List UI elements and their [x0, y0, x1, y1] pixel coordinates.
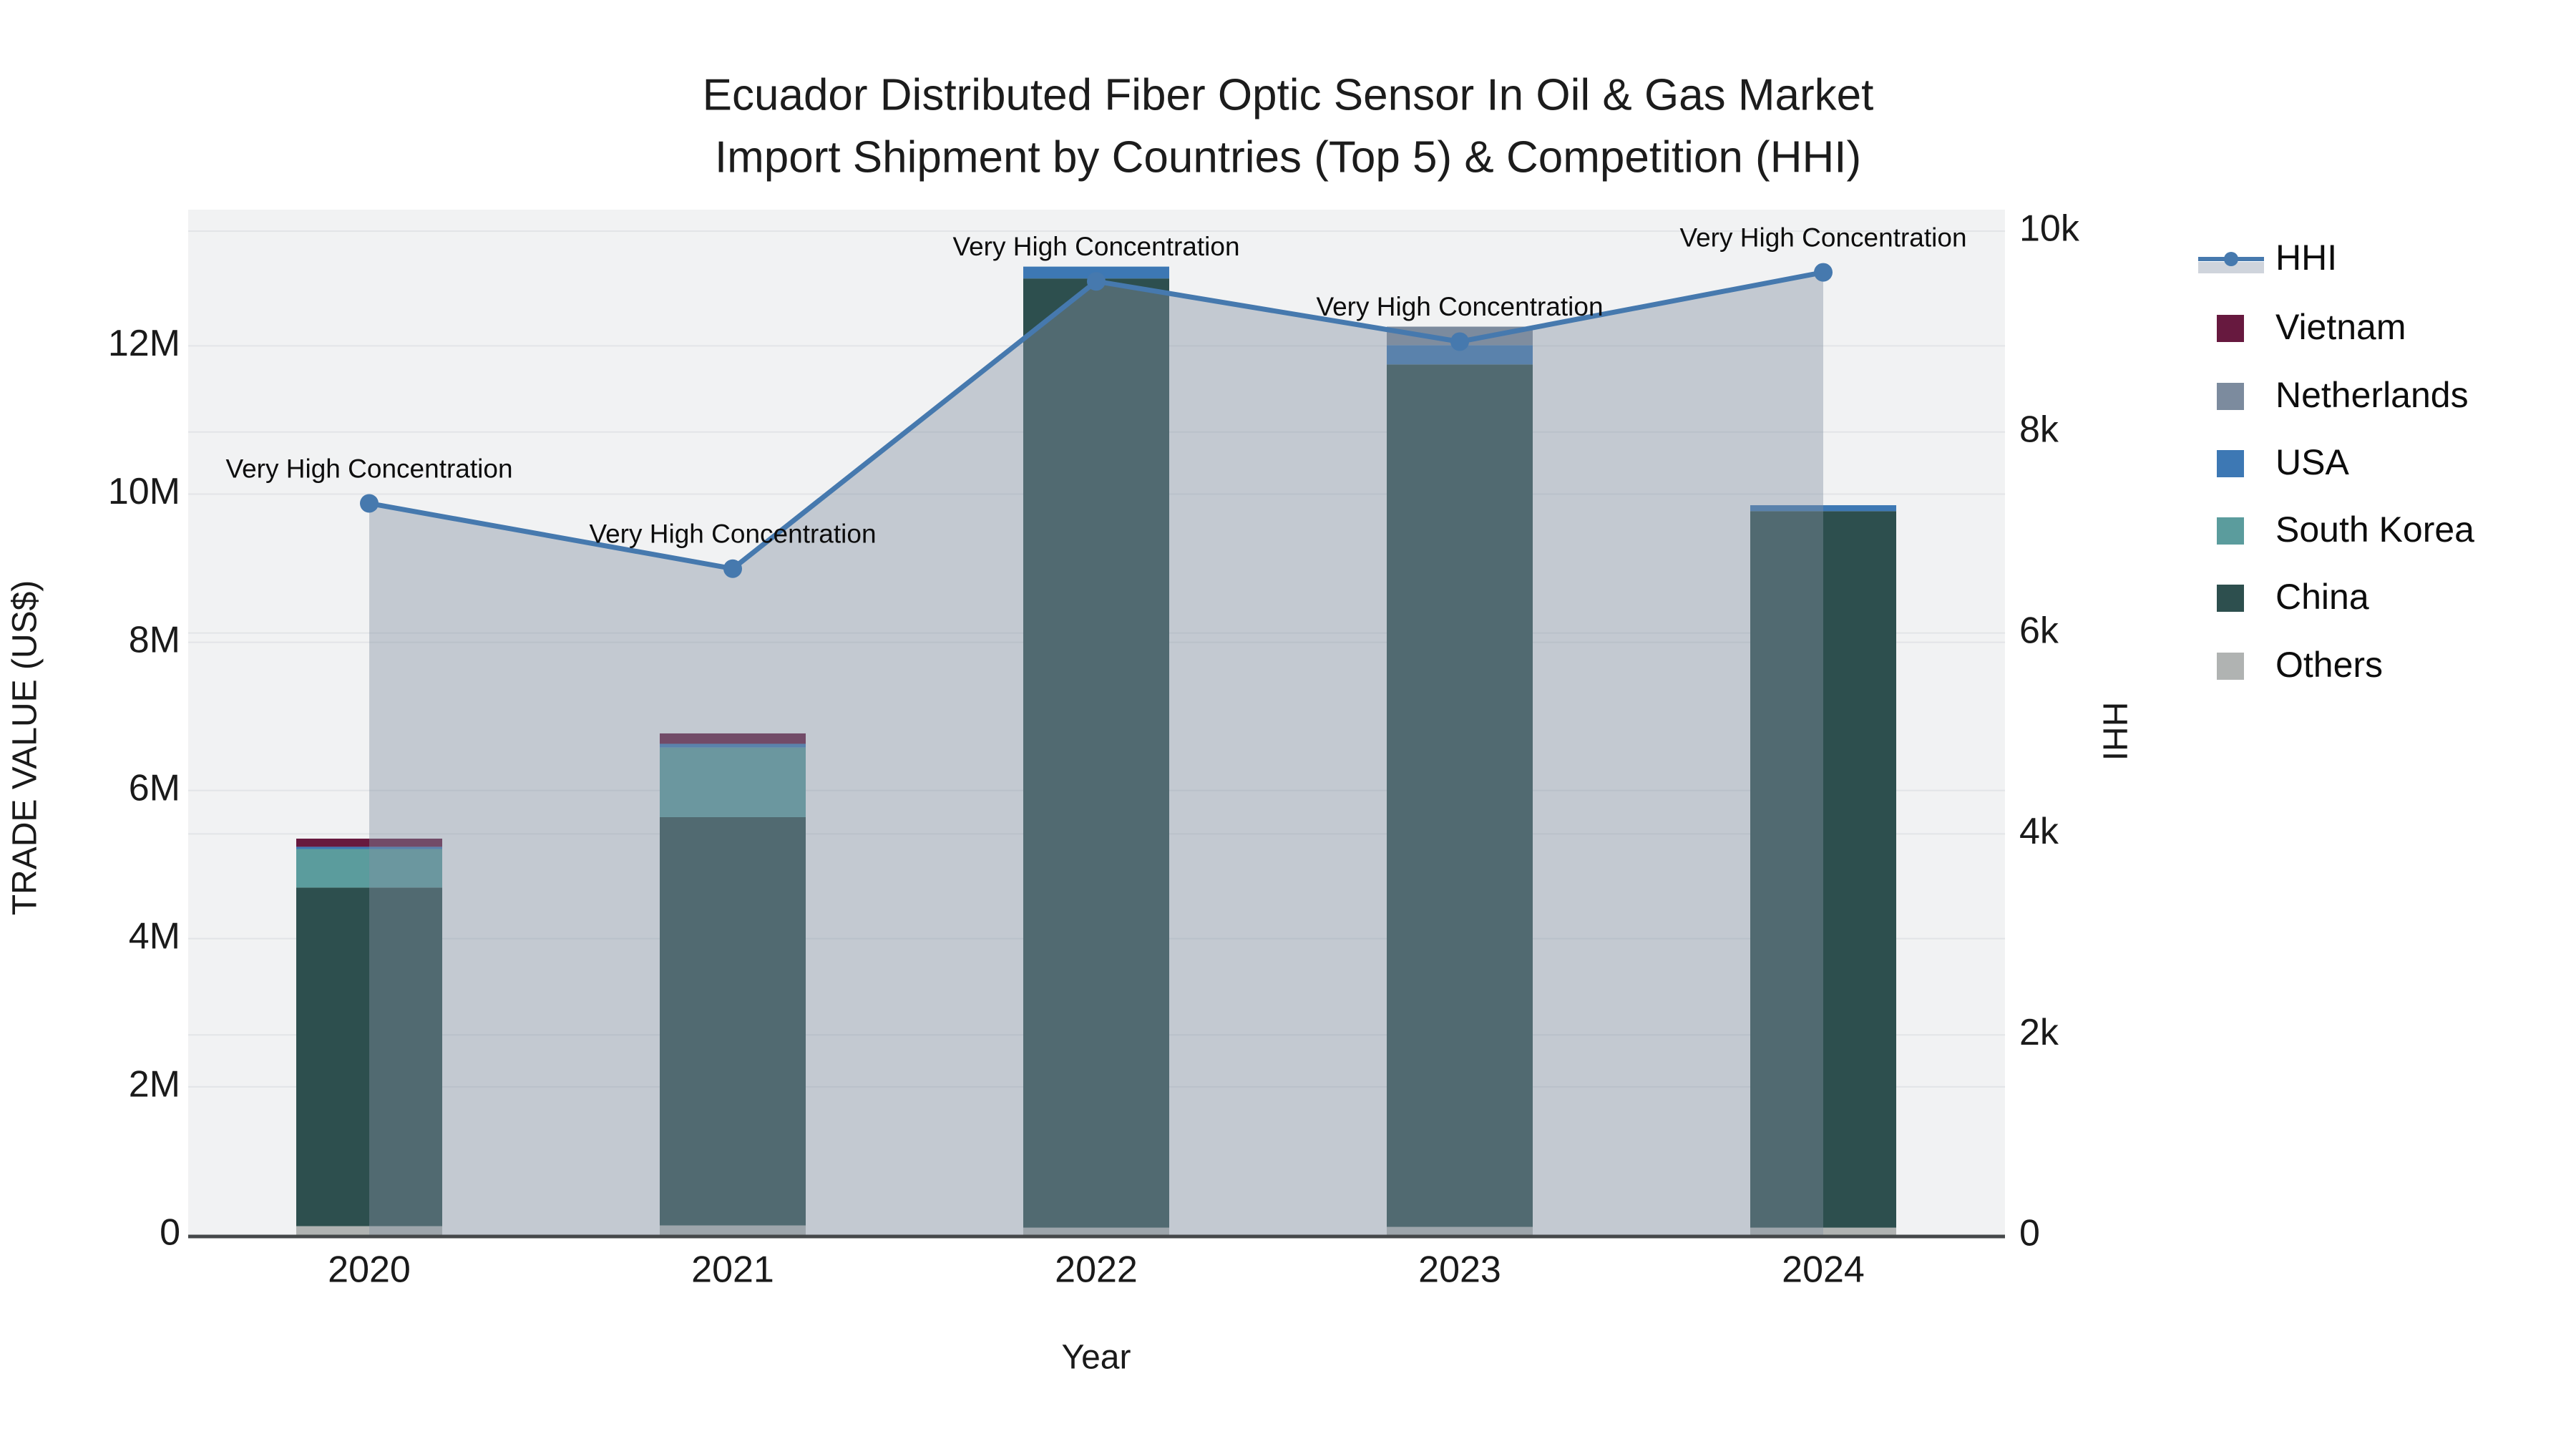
bar-segment-china-2024[interactable]	[1750, 511, 1896, 1228]
hhi-area-fill-group	[369, 272, 1823, 1236]
legend: HHI Vietnam Netherlands USA South Korea China…	[2198, 238, 2474, 685]
legend-label: Netherlands	[2275, 375, 2469, 415]
annotations-group: Very High Concentration Very High Concent…	[225, 223, 1966, 548]
legend-swatch-icon	[2217, 585, 2244, 612]
bar-segment-vietnam-2021[interactable]	[660, 733, 806, 744]
x-axis-ticks: 2020 2021 2022 2023 2024	[328, 1249, 1865, 1291]
x-tick-2021: 2021	[691, 1249, 774, 1291]
bar-segment-vietnam-2020[interactable]	[296, 839, 442, 847]
bar-segment-usa-2021[interactable]	[660, 743, 806, 748]
legend-hhi-marker-icon	[2224, 252, 2238, 266]
x-tick-2020: 2020	[328, 1249, 411, 1291]
bar-segment-south-korea-2020[interactable]	[296, 849, 442, 888]
legend-item-netherlands[interactable]: Netherlands	[2217, 375, 2469, 415]
bar-segment-others-2022[interactable]	[1023, 1227, 1169, 1235]
legend-item-vietnam[interactable]: Vietnam	[2217, 307, 2406, 347]
legend-hhi-area-swatch	[2198, 262, 2264, 273]
legend-label: HHI	[2275, 238, 2337, 278]
bar-segment-china-2021[interactable]	[660, 816, 806, 1226]
left-tick-10M: 10M	[108, 471, 180, 512]
left-tick-8M: 8M	[129, 619, 180, 660]
legend-swatch-icon	[2217, 315, 2244, 342]
hhi-marker-2023[interactable]	[1450, 332, 1469, 351]
right-tick-0: 0	[2019, 1213, 2040, 1254]
chart-title-line1: Ecuador Distributed Fiber Optic Sensor I…	[703, 70, 1874, 119]
hhi-marker-2024[interactable]	[1814, 263, 1833, 282]
bar-segment-usa-2020[interactable]	[296, 847, 442, 849]
annotation-2022: Very High Concentration	[952, 232, 1239, 261]
left-tick-0: 0	[160, 1212, 180, 1254]
legend-label: China	[2275, 577, 2369, 617]
legend-label: USA	[2275, 442, 2349, 482]
legend-item-hhi[interactable]: HHI	[2198, 238, 2337, 278]
x-tick-2024: 2024	[1782, 1249, 1865, 1291]
left-axis-ticks: 0 2M 4M 6M 8M 10M 12M	[108, 323, 180, 1254]
x-axis-title: Year	[1062, 1339, 1131, 1377]
annotation-2020: Very High Concentration	[225, 454, 512, 483]
right-tick-4k: 4k	[2019, 811, 2059, 852]
bar-segment-others-2020[interactable]	[296, 1226, 442, 1235]
bar-series-group	[296, 266, 1896, 1235]
bar-segment-china-2023[interactable]	[1387, 364, 1533, 1227]
annotation-2021: Very High Concentration	[589, 519, 876, 549]
legend-label: Others	[2275, 645, 2383, 685]
annotation-2023: Very High Concentration	[1316, 292, 1603, 321]
hhi-line-group	[360, 263, 1833, 578]
legend-item-others[interactable]: Others	[2217, 645, 2383, 685]
left-tick-4M: 4M	[129, 916, 180, 957]
right-axis-ticks: 0 2k 4k 6k 8k 10k	[2019, 208, 2080, 1254]
right-tick-8k: 8k	[2019, 409, 2059, 451]
legend-swatch-icon	[2217, 450, 2244, 477]
hhi-area-fill	[369, 272, 1823, 1236]
bar-segment-others-2023[interactable]	[1387, 1226, 1533, 1235]
legend-item-china[interactable]: China	[2217, 577, 2369, 617]
right-axis-title: HHI	[2095, 702, 2133, 761]
hhi-marker-2021[interactable]	[723, 559, 742, 578]
annotation-2024: Very High Concentration	[1679, 223, 1966, 252]
x-tick-2023: 2023	[1418, 1249, 1501, 1291]
bar-segment-usa-2024[interactable]	[1750, 505, 1896, 512]
legend-item-south-korea[interactable]: South Korea	[2217, 509, 2474, 550]
bar-segment-china-2022[interactable]	[1023, 278, 1169, 1228]
right-tick-2k: 2k	[2019, 1012, 2059, 1053]
right-tick-6k: 6k	[2019, 610, 2059, 651]
bar-segment-china-2020[interactable]	[296, 887, 442, 1226]
bar-segment-south-korea-2021[interactable]	[660, 747, 806, 817]
left-tick-2M: 2M	[129, 1064, 180, 1106]
x-tick-2022: 2022	[1055, 1249, 1138, 1291]
legend-label: Vietnam	[2275, 307, 2406, 347]
legend-item-usa[interactable]: USA	[2217, 442, 2349, 482]
legend-swatch-icon	[2217, 653, 2244, 680]
left-tick-12M: 12M	[108, 323, 180, 364]
hhi-marker-2020[interactable]	[360, 494, 379, 513]
left-axis-title: TRADE VALUE (US$)	[6, 580, 44, 916]
left-tick-6M: 6M	[129, 767, 180, 809]
right-tick-10k: 10k	[2019, 208, 2080, 250]
chart-title-line2: Import Shipment by Countries (Top 5) & C…	[715, 132, 1861, 182]
bar-segment-others-2024[interactable]	[1750, 1227, 1896, 1235]
legend-label: South Korea	[2275, 509, 2474, 550]
bar-segment-others-2021[interactable]	[660, 1225, 806, 1235]
legend-swatch-icon	[2217, 517, 2244, 545]
legend-swatch-icon	[2217, 383, 2244, 410]
hhi-marker-2022[interactable]	[1087, 272, 1106, 291]
